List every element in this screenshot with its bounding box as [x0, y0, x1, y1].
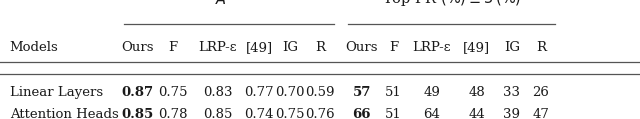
Text: 66: 66: [353, 108, 371, 119]
Text: IG: IG: [282, 41, 298, 54]
Text: IG: IG: [504, 41, 520, 54]
Text: R: R: [536, 41, 546, 54]
Text: 0.74: 0.74: [244, 108, 274, 119]
Text: LRP-ε: LRP-ε: [413, 41, 451, 54]
Text: 0.75: 0.75: [275, 108, 305, 119]
Text: 0.59: 0.59: [305, 86, 335, 99]
Text: 51: 51: [385, 108, 402, 119]
Text: Ours: Ours: [122, 41, 154, 54]
Text: F: F: [168, 41, 177, 54]
Text: 49: 49: [424, 86, 440, 99]
Text: [49]: [49]: [463, 41, 490, 54]
Text: 0.75: 0.75: [158, 86, 188, 99]
Text: F: F: [389, 41, 398, 54]
Text: [49]: [49]: [246, 41, 273, 54]
Text: 0.83: 0.83: [203, 86, 232, 99]
Text: 0.77: 0.77: [244, 86, 274, 99]
Text: 39: 39: [504, 108, 520, 119]
Text: 64: 64: [424, 108, 440, 119]
Text: LRP-ε: LRP-ε: [198, 41, 237, 54]
Text: 0.85: 0.85: [203, 108, 232, 119]
Text: 33: 33: [504, 86, 520, 99]
Text: 0.87: 0.87: [122, 86, 154, 99]
Text: 57: 57: [353, 86, 371, 99]
Text: Top-PR $(\%) \pm 3\,(\%)$: Top-PR $(\%) \pm 3\,(\%)$: [381, 0, 521, 8]
Text: 51: 51: [385, 86, 402, 99]
Text: 0.85: 0.85: [122, 108, 154, 119]
Text: 0.70: 0.70: [275, 86, 305, 99]
Text: Models: Models: [10, 41, 58, 54]
Text: 0.78: 0.78: [158, 108, 188, 119]
Text: 48: 48: [468, 86, 485, 99]
Text: R: R: [315, 41, 325, 54]
Text: 44: 44: [468, 108, 485, 119]
Text: 47: 47: [532, 108, 549, 119]
Text: Linear Layers: Linear Layers: [10, 86, 103, 99]
Text: Attention Heads: Attention Heads: [10, 108, 118, 119]
Text: 26: 26: [532, 86, 549, 99]
Text: $A^{\mathrm{PR}}$: $A^{\mathrm{PR}}$: [215, 0, 243, 8]
Text: Ours: Ours: [346, 41, 378, 54]
Text: 0.76: 0.76: [305, 108, 335, 119]
